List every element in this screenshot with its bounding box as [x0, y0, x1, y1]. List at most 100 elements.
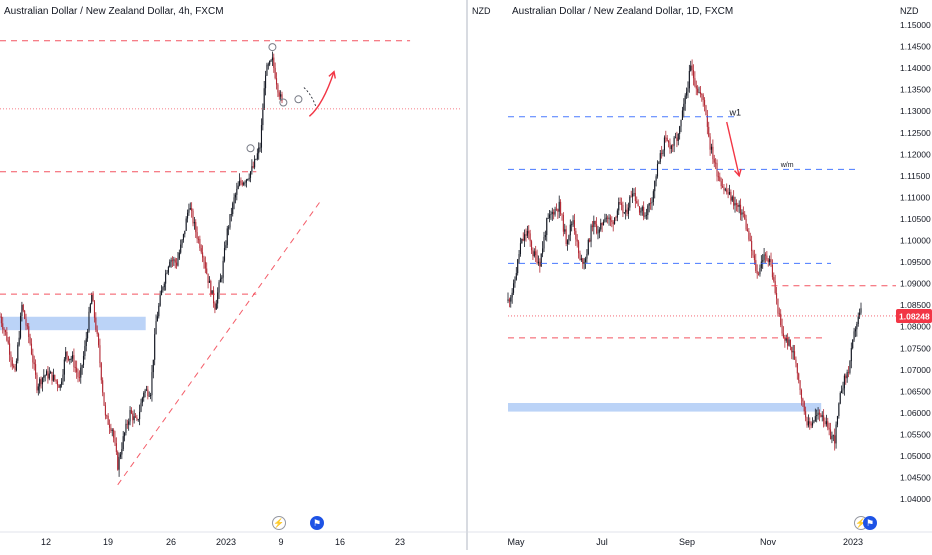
candle-body	[778, 313, 780, 315]
flag-icon[interactable]: ⚑	[310, 516, 324, 530]
candle	[589, 237, 591, 243]
candle-body	[854, 329, 857, 332]
candle-body	[655, 176, 657, 181]
candle-body	[602, 221, 605, 226]
candle	[76, 360, 78, 379]
chart-svg-1d[interactable]: 1.15000 1.14500 1.14000 1.13500 1.13000 1.125…	[468, 0, 932, 550]
candle-body	[558, 201, 560, 212]
candle	[234, 192, 237, 204]
candle-body	[686, 91, 688, 96]
candle	[180, 239, 182, 255]
candle-body	[3, 329, 5, 331]
candle-body	[247, 179, 249, 180]
candle-body	[159, 295, 161, 306]
candle	[856, 321, 858, 337]
candle-body	[21, 304, 23, 316]
candle-body	[553, 212, 555, 215]
candle-body	[644, 215, 646, 217]
candle-body	[792, 351, 794, 353]
candle-body	[132, 413, 134, 421]
candle-body	[697, 88, 699, 93]
candle-body	[4, 330, 7, 333]
candle	[612, 220, 614, 232]
candle	[11, 357, 13, 370]
candle-body	[803, 401, 805, 412]
candle-body	[766, 255, 768, 260]
candle	[749, 232, 751, 242]
candle-body	[40, 379, 42, 385]
candle-body	[151, 372, 153, 396]
candle-body	[52, 374, 54, 381]
candle	[2, 316, 4, 334]
candle-body	[225, 245, 227, 249]
candle-body	[730, 191, 732, 201]
candle	[839, 391, 841, 405]
candle	[632, 187, 634, 204]
candle-body	[36, 374, 38, 391]
candle	[637, 199, 639, 207]
lightning-icon[interactable]: ⚡	[272, 516, 286, 530]
candle	[794, 345, 796, 361]
candle-body	[236, 188, 238, 195]
candle-body	[152, 359, 154, 373]
candle-body	[596, 224, 598, 233]
candle-body	[679, 126, 681, 134]
candle-body	[799, 380, 801, 391]
candle-body	[619, 202, 621, 204]
candle	[223, 241, 226, 263]
candle	[619, 197, 621, 205]
candle	[69, 358, 71, 365]
candle-body	[705, 105, 707, 116]
candle	[121, 442, 123, 460]
candle	[708, 121, 710, 138]
candle	[137, 418, 139, 422]
candle	[740, 198, 742, 221]
x-tick-label: May	[507, 537, 525, 547]
chart-panel-4h[interactable]: Australian Dollar / New Zealand Dollar, …	[0, 0, 518, 550]
candle-body	[54, 374, 56, 380]
candle-body	[755, 260, 757, 272]
candle-body	[774, 281, 776, 294]
candle	[507, 292, 509, 304]
candle	[95, 312, 97, 333]
candle-body	[184, 230, 186, 235]
candle	[615, 215, 617, 221]
candle	[61, 378, 63, 388]
chart-panel-1d[interactable]: Australian Dollar / New Zealand Dollar, …	[468, 0, 932, 550]
candle	[39, 377, 41, 394]
candle	[87, 328, 89, 342]
candle	[176, 258, 178, 269]
candle-body	[665, 137, 667, 139]
candle	[575, 227, 577, 246]
candle	[72, 351, 74, 362]
chart-title-1d: Australian Dollar / New Zealand Dollar, …	[512, 6, 734, 17]
candle	[788, 336, 790, 347]
candle	[798, 372, 800, 384]
candle-body	[19, 315, 22, 338]
candle	[720, 177, 722, 190]
price-unit-1d: NZD	[900, 6, 919, 16]
candle	[680, 119, 682, 133]
candle-body	[167, 266, 169, 273]
candle	[550, 210, 552, 220]
candle	[110, 423, 112, 433]
panel-divider[interactable]	[466, 0, 468, 550]
candle	[236, 182, 238, 201]
candle-body	[550, 213, 552, 215]
candle-body	[580, 258, 582, 261]
candle	[753, 249, 755, 265]
chart-svg-4h[interactable]: 1.090001.088001.086001.084001.082001.080…	[0, 0, 518, 550]
candle	[810, 421, 812, 429]
candle-body	[641, 206, 643, 211]
candle	[254, 155, 256, 170]
candle	[170, 257, 172, 268]
flag-icon-1d[interactable]: ⚑	[863, 516, 877, 530]
candle	[562, 212, 564, 237]
candle	[189, 202, 191, 211]
candle-body	[28, 326, 30, 338]
candle	[662, 149, 664, 157]
candle-body	[662, 150, 664, 155]
candle	[128, 418, 130, 431]
candle-body	[107, 415, 109, 425]
candle	[544, 230, 546, 241]
